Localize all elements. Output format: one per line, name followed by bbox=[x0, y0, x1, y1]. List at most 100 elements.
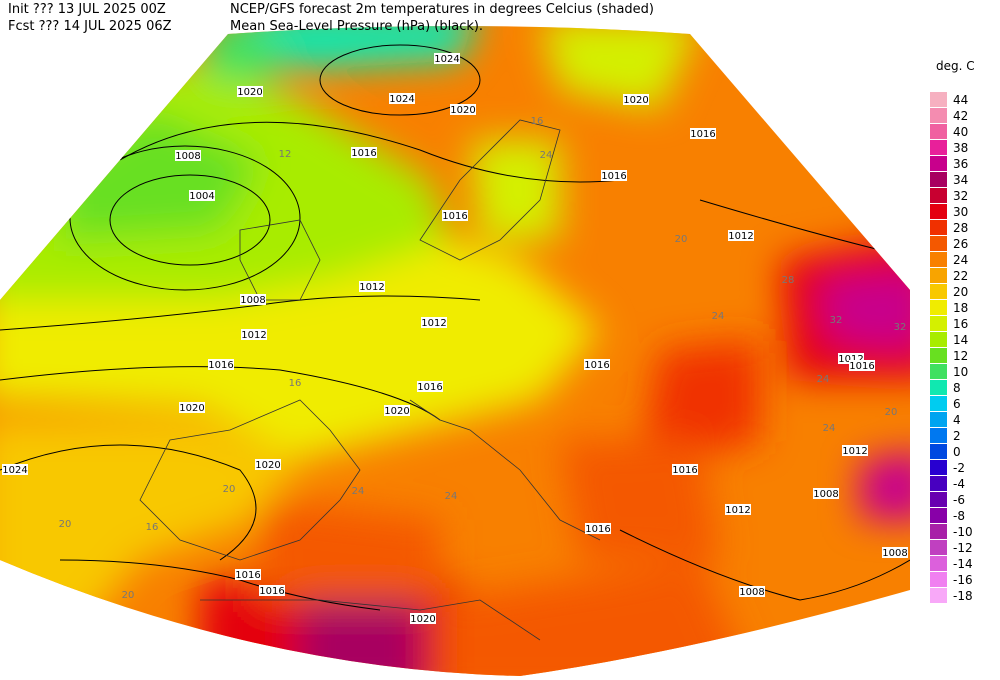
pressure-label-bg bbox=[389, 93, 415, 104]
pressure-label-bg bbox=[351, 147, 377, 158]
legend-label: 8 bbox=[953, 381, 961, 395]
pressure-label: 1016 bbox=[601, 171, 626, 182]
legend-label: 16 bbox=[953, 317, 968, 331]
pressure-label-bg bbox=[849, 360, 875, 371]
pressure-label: 1012 bbox=[359, 282, 384, 293]
pressure-label-bg bbox=[208, 359, 234, 370]
legend-label: 10 bbox=[953, 365, 968, 379]
pressure-label: 1016 bbox=[849, 361, 874, 372]
legend-swatch bbox=[930, 124, 947, 139]
temperature-label: 24 bbox=[352, 486, 365, 497]
pressure-label: 1008 bbox=[175, 151, 200, 162]
legend-swatch bbox=[930, 444, 947, 459]
legend-swatch bbox=[930, 364, 947, 379]
pressure-label-bg bbox=[189, 190, 215, 201]
temperature-label: 24 bbox=[445, 491, 458, 502]
pressure-label-bg bbox=[728, 230, 754, 241]
legend-label: -2 bbox=[953, 461, 965, 475]
temperature-label: 24 bbox=[823, 423, 836, 434]
pressure-label: 1024 bbox=[389, 94, 414, 105]
pressure-label: 1016 bbox=[417, 382, 442, 393]
pressure-label-bg bbox=[838, 353, 864, 364]
legend-swatch bbox=[930, 284, 947, 299]
pressure-label-bg bbox=[450, 104, 476, 115]
legend-swatch bbox=[930, 348, 947, 363]
legend-label: -12 bbox=[953, 541, 973, 555]
pressure-label: 1016 bbox=[442, 211, 467, 222]
pressure-label: 1016 bbox=[235, 570, 260, 581]
temperature-label: 20 bbox=[59, 519, 72, 530]
legend-swatch bbox=[930, 220, 947, 235]
pressure-label-bg bbox=[623, 94, 649, 105]
legend-label: 26 bbox=[953, 237, 968, 251]
legend-label: 30 bbox=[953, 205, 968, 219]
legend-swatch bbox=[930, 316, 947, 331]
legend-label: 24 bbox=[953, 253, 968, 267]
pressure-label: 1020 bbox=[255, 460, 280, 471]
pressure-label-bg bbox=[179, 402, 205, 413]
legend-swatch bbox=[930, 508, 947, 523]
pressure-label: 1012 bbox=[421, 318, 446, 329]
temperature-label: 12 bbox=[279, 149, 292, 160]
pressure-label-bg bbox=[237, 86, 263, 97]
legend-swatch bbox=[930, 524, 947, 539]
legend-swatch bbox=[930, 428, 947, 443]
legend-swatch bbox=[930, 412, 947, 427]
legend-label: -18 bbox=[953, 589, 973, 603]
legend-swatch bbox=[930, 460, 947, 475]
pressure-label-bg bbox=[417, 381, 443, 392]
pressure-label: 1020 bbox=[237, 87, 262, 98]
temperature-label: 24 bbox=[712, 311, 725, 322]
legend: 4442403836343230282624222018161412108642… bbox=[930, 92, 973, 603]
pressure-label: 1024 bbox=[434, 54, 459, 65]
legend-swatch bbox=[930, 492, 947, 507]
forecast-time: Fcst ??? 14 JUL 2025 06Z bbox=[8, 19, 172, 34]
pressure-label-bg bbox=[240, 294, 266, 305]
pressure-label: 1016 bbox=[690, 129, 715, 140]
legend-label: 36 bbox=[953, 157, 968, 171]
legend-label: 12 bbox=[953, 349, 968, 363]
pressure-label: 1016 bbox=[585, 524, 610, 535]
pressure-label-bg bbox=[601, 170, 627, 181]
legend-label: 42 bbox=[953, 109, 968, 123]
pressure-label: 1012 bbox=[728, 231, 753, 242]
pressure-label-bg bbox=[842, 445, 868, 456]
isobars bbox=[0, 44, 910, 611]
legend-swatch bbox=[930, 556, 947, 571]
pressure-label-bg bbox=[175, 150, 201, 161]
pressure-label-bg bbox=[2, 464, 28, 475]
temperature-label: 24 bbox=[540, 150, 553, 161]
pressure-label: 1020 bbox=[410, 614, 435, 625]
pressure-label: 1004 bbox=[189, 191, 214, 202]
coastlines bbox=[139, 119, 601, 641]
temperature-field bbox=[0, 26, 910, 676]
legend-label: 44 bbox=[953, 93, 968, 107]
pressure-label: 1016 bbox=[259, 586, 284, 597]
pressure-label-bg bbox=[235, 569, 261, 580]
temperature-label: 20 bbox=[885, 407, 898, 418]
pressure-label: 1012 bbox=[838, 354, 863, 365]
legend-label: 40 bbox=[953, 125, 968, 139]
pressure-label: 1008 bbox=[813, 489, 838, 500]
legend-swatch bbox=[930, 332, 947, 347]
pressure-label-bg bbox=[813, 488, 839, 499]
legend-label: 6 bbox=[953, 397, 961, 411]
pressure-label: 1016 bbox=[584, 360, 609, 371]
temperature-label: 32 bbox=[894, 322, 907, 333]
legend-label: -4 bbox=[953, 477, 965, 491]
pressure-label: 1020 bbox=[623, 95, 648, 106]
legend-swatch bbox=[930, 140, 947, 155]
temperature-label: 16 bbox=[531, 116, 544, 127]
temperature-label: 16 bbox=[146, 522, 159, 533]
legend-swatch bbox=[930, 252, 947, 267]
legend-label: 38 bbox=[953, 141, 968, 155]
pressure-label: 1024 bbox=[2, 465, 27, 476]
legend-swatch bbox=[930, 396, 947, 411]
pressure-label: 1012 bbox=[725, 505, 750, 516]
legend-label: 28 bbox=[953, 221, 968, 235]
pressure-label-bg bbox=[259, 585, 285, 596]
legend-label: -6 bbox=[953, 493, 965, 507]
pressure-label: 1008 bbox=[882, 548, 907, 559]
legend-swatch bbox=[930, 380, 947, 395]
